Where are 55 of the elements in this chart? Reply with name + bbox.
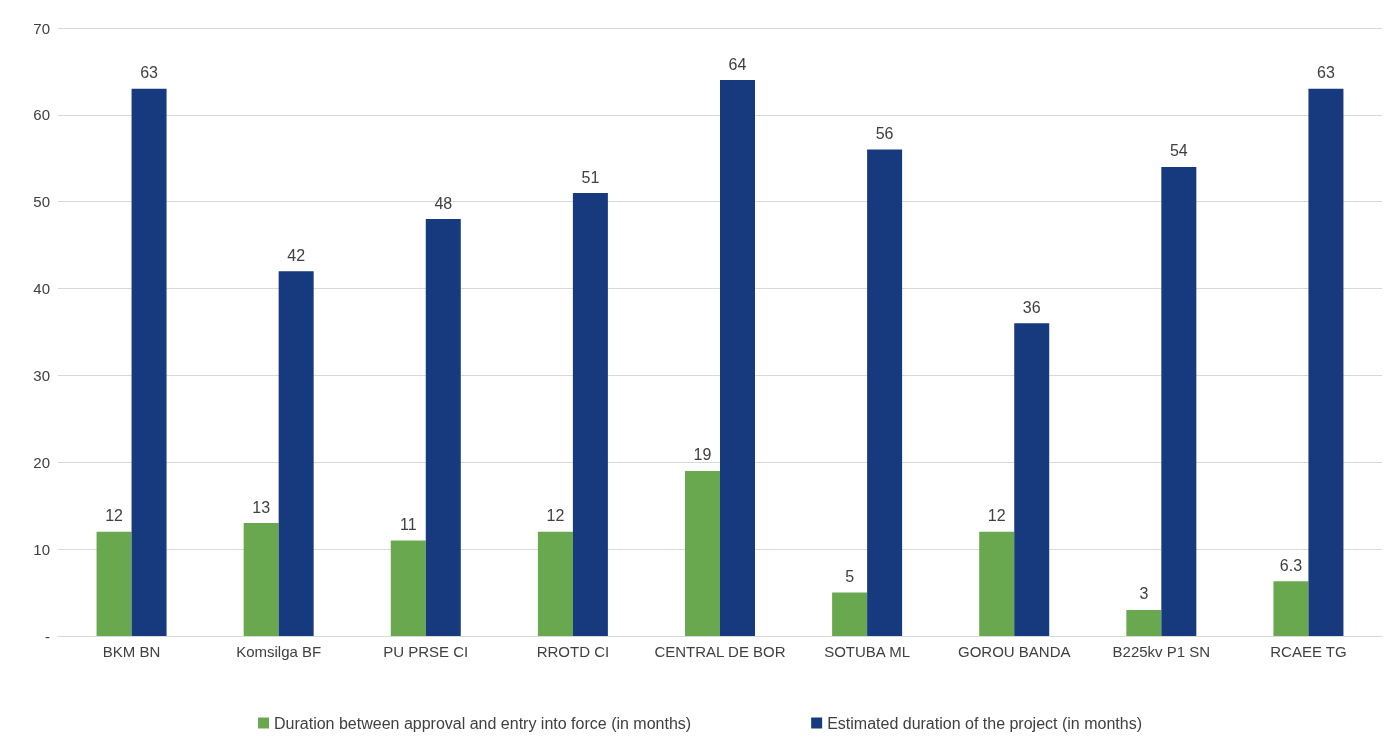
legend-label: Duration between approval and entry into force (in months) (274, 714, 692, 732)
x-tick-label: B225kv P1 SN (1112, 643, 1211, 660)
data-label: 51 (581, 168, 600, 186)
bar (278, 271, 314, 636)
y-tick-label: - (45, 627, 50, 645)
bar (1308, 88, 1344, 636)
x-tick-label: RCAEE TG (1270, 643, 1347, 660)
bar (96, 531, 132, 636)
data-label: 56 (875, 125, 894, 143)
x-tick-label: GOROU BANDA (957, 643, 1071, 660)
data-label: 12 (105, 507, 124, 525)
bar (131, 88, 167, 636)
data-label: 11 (399, 515, 417, 533)
y-tick-label: 20 (33, 453, 50, 471)
data-label: 36 (1022, 298, 1041, 316)
legend-label: Estimated duration of the project (in months) (827, 714, 1142, 732)
x-tick-label: BKM BN (102, 643, 161, 660)
data-label: 63 (140, 64, 159, 82)
x-tick-label: PU PRSE CI (383, 643, 469, 660)
data-label: 12 (987, 507, 1006, 525)
bar (685, 470, 720, 636)
bar (1273, 581, 1309, 636)
data-label: 63 (1317, 64, 1335, 82)
bar (867, 149, 903, 636)
data-label: 3 (1139, 585, 1149, 603)
bar (720, 80, 755, 636)
x-tick-label: SOTUBA ML (824, 643, 911, 660)
data-label: 13 (252, 498, 271, 516)
y-tick-label: 40 (33, 280, 50, 298)
bar (243, 523, 279, 636)
data-label: 12 (546, 507, 565, 525)
data-label: 19 (693, 446, 712, 464)
bar (1014, 323, 1050, 636)
data-label: 64 (728, 55, 747, 73)
bar (572, 193, 608, 636)
data-label: 42 (287, 246, 306, 264)
bar (979, 531, 1015, 636)
bar (537, 531, 573, 636)
y-tick-label: 60 (33, 106, 50, 124)
y-tick-label: 70 (33, 19, 50, 37)
data-label: 54 (1169, 142, 1188, 160)
bar (832, 592, 868, 636)
x-tick-label: RROTD CI (536, 643, 610, 660)
data-label: 6.3 (1279, 556, 1303, 574)
x-tick-label: CENTRAL DE BOR (654, 643, 786, 660)
bar (390, 540, 426, 636)
y-tick-label: 10 (33, 540, 50, 558)
y-tick-label: 30 (33, 366, 50, 384)
x-tick-label: Komsilga BF (236, 643, 322, 660)
bar (425, 219, 461, 636)
bar (1126, 609, 1162, 636)
data-label: 5 (845, 568, 855, 586)
bar (1161, 166, 1197, 636)
y-tick-label: 50 (33, 193, 50, 211)
data-label: 48 (434, 194, 453, 212)
